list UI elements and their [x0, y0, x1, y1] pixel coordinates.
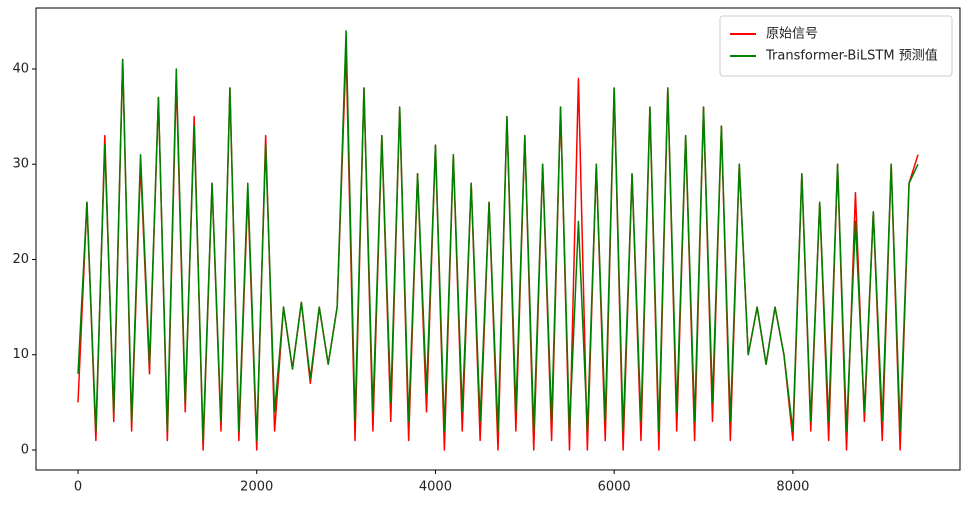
series-line [77, 49, 919, 451]
x-tick-label: 0 [74, 480, 82, 495]
y-tick-label: 0 [21, 442, 29, 457]
x-tick-label: 4000 [419, 480, 452, 495]
x-tick-label: 6000 [598, 480, 631, 495]
x-tick-label: 2000 [240, 480, 273, 495]
series-line [77, 30, 919, 442]
legend-box [719, 15, 953, 77]
legend-label: Transformer-BiLSTM 预测值 [765, 48, 938, 64]
x-tick-label: 8000 [776, 480, 809, 495]
plot-frame [35, 7, 961, 471]
y-tick-label: 20 [12, 252, 29, 267]
y-tick-label: 40 [12, 61, 29, 76]
y-tick-label: 30 [12, 157, 29, 172]
legend-label: 原始信号 [766, 27, 818, 42]
y-tick-label: 10 [12, 347, 29, 362]
